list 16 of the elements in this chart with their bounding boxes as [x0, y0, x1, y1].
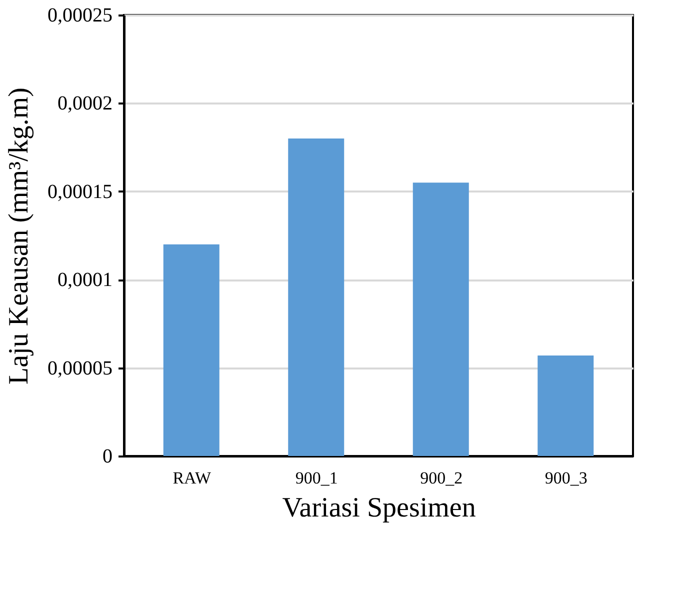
x-tick-label: 900_1 [295, 468, 338, 488]
y-tick-label: 0,0002 [58, 92, 112, 115]
x-tick-label: 900_3 [544, 468, 588, 488]
bar [163, 244, 220, 456]
x-axis-title: Variasi Spesimen [282, 492, 476, 524]
y-tick-label: 0 [102, 446, 112, 468]
bar [412, 182, 469, 456]
x-tick-label: RAW [172, 468, 212, 488]
y-tick-label: 0,00015 [48, 180, 112, 203]
y-tick-label: 0,00025 [48, 4, 112, 26]
bar [538, 355, 594, 456]
y-axis-title: Laju Keausan (mm³/kg.m) [4, 88, 34, 384]
x-tick-label: 900_2 [420, 468, 463, 488]
y-tick-label: 0,0001 [58, 269, 112, 292]
bar [288, 138, 344, 456]
y-tick-label: 0,00005 [48, 357, 112, 380]
